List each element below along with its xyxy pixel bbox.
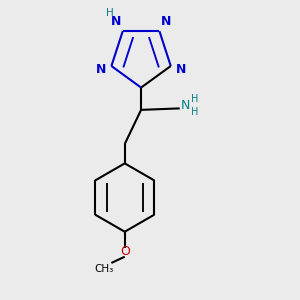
Text: N: N xyxy=(111,16,121,28)
Text: O: O xyxy=(120,245,130,258)
Text: N: N xyxy=(161,16,171,28)
Text: H: H xyxy=(191,107,198,117)
Text: N: N xyxy=(95,63,106,76)
Text: H: H xyxy=(106,8,113,18)
Text: N: N xyxy=(181,99,190,112)
Text: CH₃: CH₃ xyxy=(94,264,114,274)
Text: N: N xyxy=(176,63,187,76)
Text: H: H xyxy=(191,94,198,104)
